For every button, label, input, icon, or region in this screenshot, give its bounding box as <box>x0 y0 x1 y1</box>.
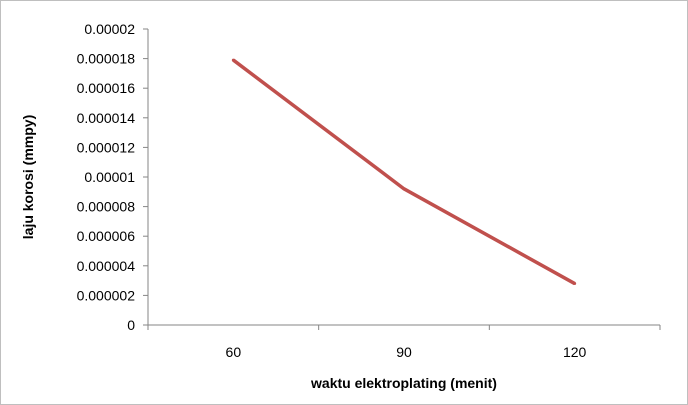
y-tick-labels: 0 0.000002 0.000004 0.000006 0.000008 0.00001… <box>77 21 136 333</box>
x-tick-labels: 60 90 120 <box>226 344 587 360</box>
y-tick-label: 0.000006 <box>77 228 136 244</box>
axes <box>143 28 661 330</box>
x-tick-label: 120 <box>563 344 587 360</box>
y-tick-label: 0.00002 <box>84 21 135 37</box>
data-point <box>402 187 406 191</box>
y-tick-label: 0.000004 <box>77 258 136 274</box>
y-tick-label: 0.000014 <box>77 110 136 126</box>
y-tick-label: 0 <box>127 317 135 333</box>
y-tick-label: 0.000016 <box>77 80 136 96</box>
series-group <box>231 58 577 286</box>
series-line <box>232 58 576 286</box>
y-tick-label: 0.000012 <box>77 139 136 155</box>
y-tick-label: 0.000002 <box>77 287 136 303</box>
y-tick-label: 0.000018 <box>77 51 136 67</box>
data-point <box>573 282 577 286</box>
x-tick-label: 60 <box>226 344 242 360</box>
data-point <box>231 58 235 62</box>
y-tick-label: 0.00001 <box>84 169 135 185</box>
y-tick-label: 0.000008 <box>77 199 136 215</box>
y-axis-title: laju korosi (mmpy) <box>20 115 36 239</box>
x-axis-title: waktu elektroplating (menit) <box>310 375 497 391</box>
x-tick-label: 90 <box>396 344 412 360</box>
